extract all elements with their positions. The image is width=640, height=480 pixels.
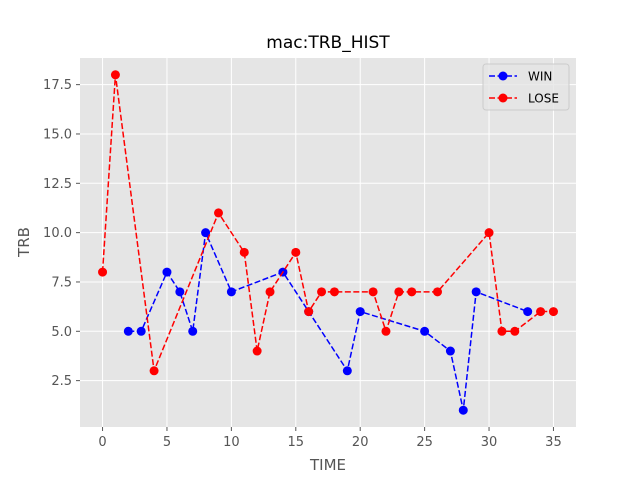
data-point-win [175, 287, 185, 297]
legend-item-lose: LOSE [489, 92, 559, 106]
x-tick-label: 30 [481, 435, 498, 450]
x-tick-label: 0 [98, 435, 106, 450]
data-point-lose [265, 287, 275, 297]
series-win [123, 228, 533, 415]
y-tick-label: 15.0 [43, 127, 72, 142]
legend-marker-lose [498, 93, 508, 103]
data-point-lose [484, 228, 494, 238]
data-point-lose [548, 307, 558, 317]
y-axis-label: TRB [15, 227, 33, 258]
data-point-lose [368, 287, 378, 297]
grid [80, 58, 576, 427]
x-axis: 0 5 10 15 20 25 30 35 [98, 427, 562, 450]
series-layer [98, 70, 558, 415]
legend-label-win: WIN [528, 70, 552, 84]
data-point-win [162, 267, 172, 277]
data-point-win [471, 287, 481, 297]
legend-label-lose: LOSE [528, 92, 559, 106]
data-point-win [523, 307, 533, 317]
y-tick-label: 5.0 [51, 325, 72, 340]
x-tick-label: 10 [223, 435, 240, 450]
data-point-lose [304, 307, 314, 317]
series-lose [98, 70, 558, 376]
data-point-win [445, 346, 455, 356]
data-point-lose [510, 326, 520, 336]
data-point-lose [317, 287, 327, 297]
data-point-win [226, 287, 236, 297]
data-point-win [188, 326, 198, 336]
y-tick-label: 12.5 [43, 177, 72, 192]
x-tick-label: 15 [288, 435, 305, 450]
data-point-lose [213, 208, 223, 218]
y-axis: 2.5 5.0 7.5 10.0 12.5 15.0 17.5 [43, 78, 80, 389]
data-point-lose [381, 326, 391, 336]
chart-title: mac:TRB_HIST [266, 33, 390, 53]
data-point-win [355, 307, 365, 317]
data-point-lose [433, 287, 443, 297]
data-point-lose [239, 247, 249, 257]
data-point-lose [497, 326, 507, 336]
x-tick-label: 20 [352, 435, 369, 450]
data-point-lose [291, 247, 301, 257]
legend-item-win: WIN [489, 70, 552, 84]
data-point-win [458, 405, 468, 415]
y-tick-label: 2.5 [51, 374, 72, 389]
data-point-lose [252, 346, 262, 356]
x-tick-label: 5 [163, 435, 171, 450]
data-point-lose [98, 267, 108, 277]
data-point-win [136, 326, 146, 336]
series-line-lose [101, 74, 554, 374]
x-tick-label: 35 [545, 435, 562, 450]
plot-area [80, 58, 576, 427]
data-point-lose [394, 287, 404, 297]
data-point-lose [536, 307, 546, 317]
series-line-win [128, 229, 528, 411]
y-tick-label: 10.0 [43, 226, 72, 241]
data-point-win [342, 366, 352, 376]
y-tick-label: 17.5 [43, 78, 72, 93]
data-point-win [123, 326, 133, 336]
data-point-lose [407, 287, 417, 297]
data-point-lose [110, 70, 120, 80]
data-point-win [420, 326, 430, 336]
data-point-win [201, 228, 211, 238]
legend: WIN LOSE [482, 63, 570, 111]
x-tick-label: 25 [416, 435, 433, 450]
legend-marker-win [498, 71, 508, 81]
y-tick-label: 7.5 [51, 275, 72, 290]
data-point-lose [329, 287, 339, 297]
x-axis-label: TIME [309, 456, 346, 474]
data-point-lose [149, 366, 159, 376]
